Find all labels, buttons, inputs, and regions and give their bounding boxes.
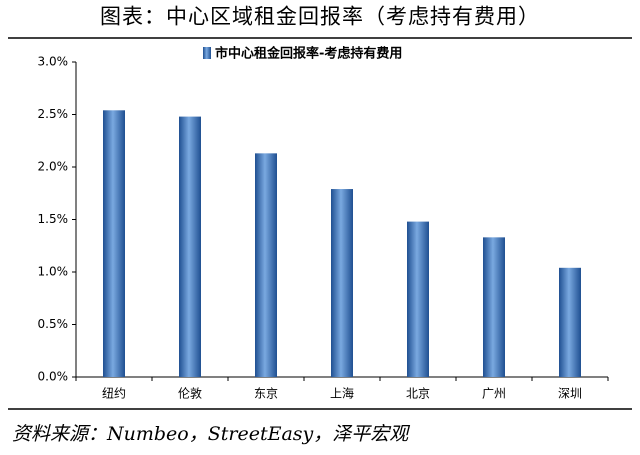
x-tick-label: 广州 [482, 387, 506, 401]
bar [483, 237, 505, 377]
y-tick-label: 1.0% [38, 265, 69, 279]
legend-label: 市中心租金回报率-考虑持有费用 [215, 46, 402, 62]
bar [103, 110, 125, 378]
x-tick-label: 北京 [406, 387, 430, 401]
y-tick-label: 3.0% [38, 55, 69, 69]
x-tick-label: 上海 [330, 386, 354, 401]
x-tick-label: 东京 [254, 387, 278, 401]
bar [255, 153, 277, 377]
x-tick-label: 纽约 [102, 386, 126, 401]
y-tick-label: 0.5% [38, 317, 69, 331]
bar [407, 221, 429, 377]
y-tick-label: 2.5% [38, 107, 69, 121]
source-note: 资料来源：Numbeo，StreetEasy，泽平宏观 [12, 423, 410, 445]
x-tick-label: 伦敦 [178, 386, 202, 401]
y-tick-label: 2.0% [38, 160, 69, 174]
legend-swatch [203, 47, 211, 59]
bar [179, 116, 201, 377]
y-tick-label: 1.5% [38, 212, 69, 226]
chart-title: 图表：中心区域租金回报率（考虑持有费用） [100, 5, 540, 29]
x-tick-label: 深圳 [558, 387, 582, 401]
bar [331, 189, 353, 377]
y-tick-label: 0.0% [38, 370, 69, 384]
bar [559, 267, 581, 377]
